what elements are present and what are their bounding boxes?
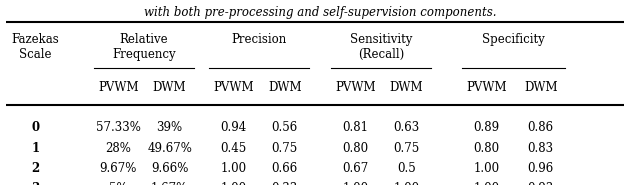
Text: 9.67%: 9.67% <box>100 162 137 175</box>
Text: 0.66: 0.66 <box>271 162 298 175</box>
Text: 1.67%: 1.67% <box>151 182 188 185</box>
Text: 0.67: 0.67 <box>342 162 369 175</box>
Text: 3: 3 <box>31 182 39 185</box>
Text: 0.86: 0.86 <box>528 121 554 134</box>
Text: 5%: 5% <box>109 182 128 185</box>
Text: PVWM: PVWM <box>213 81 254 94</box>
Text: 0.75: 0.75 <box>271 142 298 154</box>
Text: PVWM: PVWM <box>98 81 139 94</box>
Text: 1.00: 1.00 <box>221 162 246 175</box>
Text: Fazekas
Scale: Fazekas Scale <box>12 33 59 61</box>
Text: 0.63: 0.63 <box>393 121 420 134</box>
Text: Relative
Frequency: Relative Frequency <box>112 33 176 61</box>
Text: 2: 2 <box>31 162 39 175</box>
Text: 0.83: 0.83 <box>528 142 554 154</box>
Text: PVWM: PVWM <box>466 81 507 94</box>
Text: 0.96: 0.96 <box>527 162 554 175</box>
Text: Sensitivity
(Recall): Sensitivity (Recall) <box>349 33 412 61</box>
Text: 49.67%: 49.67% <box>147 142 192 154</box>
Text: 57.33%: 57.33% <box>96 121 141 134</box>
Text: 0.94: 0.94 <box>220 121 247 134</box>
Text: 9.66%: 9.66% <box>151 162 188 175</box>
Text: with both pre-processing and self-supervision components.: with both pre-processing and self-superv… <box>144 6 496 18</box>
Text: 39%: 39% <box>157 121 182 134</box>
Text: 0.89: 0.89 <box>474 121 499 134</box>
Text: Precision: Precision <box>232 33 287 46</box>
Text: 0.33: 0.33 <box>271 182 298 185</box>
Text: 0.80: 0.80 <box>342 142 368 154</box>
Text: 0.56: 0.56 <box>271 121 298 134</box>
Text: 0.80: 0.80 <box>474 142 499 154</box>
Text: 1.00: 1.00 <box>394 182 419 185</box>
Text: 0.5: 0.5 <box>397 162 416 175</box>
Text: 0: 0 <box>31 121 39 134</box>
Text: 0.45: 0.45 <box>220 142 247 154</box>
Text: 1: 1 <box>31 142 39 154</box>
Text: PVWM: PVWM <box>335 81 376 94</box>
Text: 1.00: 1.00 <box>221 182 246 185</box>
Text: 28%: 28% <box>106 142 131 154</box>
Text: Specificity: Specificity <box>482 33 545 46</box>
Text: 1.00: 1.00 <box>474 162 499 175</box>
Text: 0.93: 0.93 <box>527 182 554 185</box>
Text: DWM: DWM <box>153 81 186 94</box>
Text: 0.75: 0.75 <box>393 142 420 154</box>
Text: DWM: DWM <box>524 81 557 94</box>
Text: 1.00: 1.00 <box>342 182 368 185</box>
Text: 1.00: 1.00 <box>474 182 499 185</box>
Text: DWM: DWM <box>268 81 301 94</box>
Text: 0.81: 0.81 <box>342 121 368 134</box>
Text: DWM: DWM <box>390 81 423 94</box>
